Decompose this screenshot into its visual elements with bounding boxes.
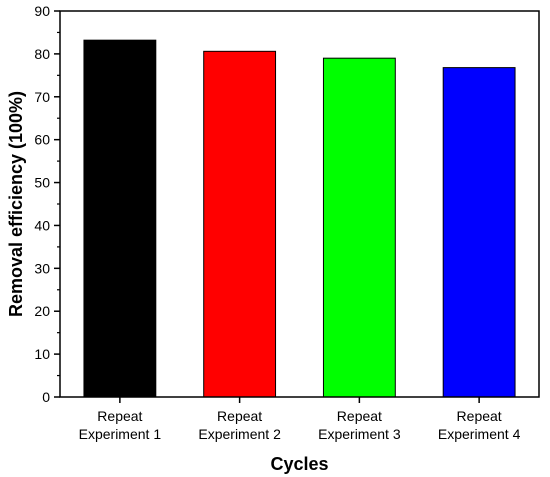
y-axis-ticks: 0 10 20 30 40 50 60 70 80 90 <box>34 3 60 405</box>
y-tick-label: 10 <box>34 346 50 362</box>
y-tick-label: 40 <box>34 217 50 233</box>
y-tick-label: 60 <box>34 132 50 148</box>
y-axis-title: Removal efficiency (100%) <box>6 91 26 317</box>
y-tick-label: 70 <box>34 89 50 105</box>
y-tick-label: 90 <box>34 3 50 19</box>
x-tick-label: Repeat Experiment 4 <box>438 408 521 442</box>
bar-4 <box>442 67 516 398</box>
x-tick-label: Repeat Experiment 1 <box>79 408 162 442</box>
bars-group <box>83 39 516 398</box>
y-tick-label: 50 <box>34 175 50 191</box>
bar-3 <box>322 57 396 398</box>
bar-1 <box>83 39 157 398</box>
x-tick-label: Repeat Experiment 2 <box>198 408 281 442</box>
y-tick-label: 80 <box>34 46 50 62</box>
plot-frame <box>59 10 540 398</box>
bar-2 <box>203 50 277 398</box>
x-tick-label: Repeat Experiment 3 <box>318 408 401 442</box>
y-tick-label: 20 <box>34 303 50 319</box>
x-axis-title: Cycles <box>270 454 328 474</box>
y-tick-label: 30 <box>34 260 50 276</box>
y-tick-label: 0 <box>42 389 50 405</box>
x-axis-ticks: Repeat Experiment 1 Repeat Experiment 2 Repe… <box>79 397 521 442</box>
